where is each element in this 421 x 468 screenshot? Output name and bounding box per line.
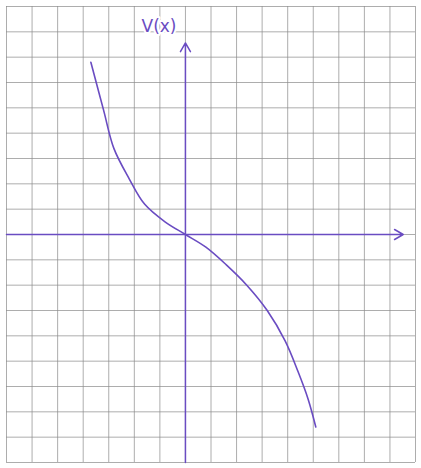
svg-text:V(x): V(x) [142,16,177,36]
